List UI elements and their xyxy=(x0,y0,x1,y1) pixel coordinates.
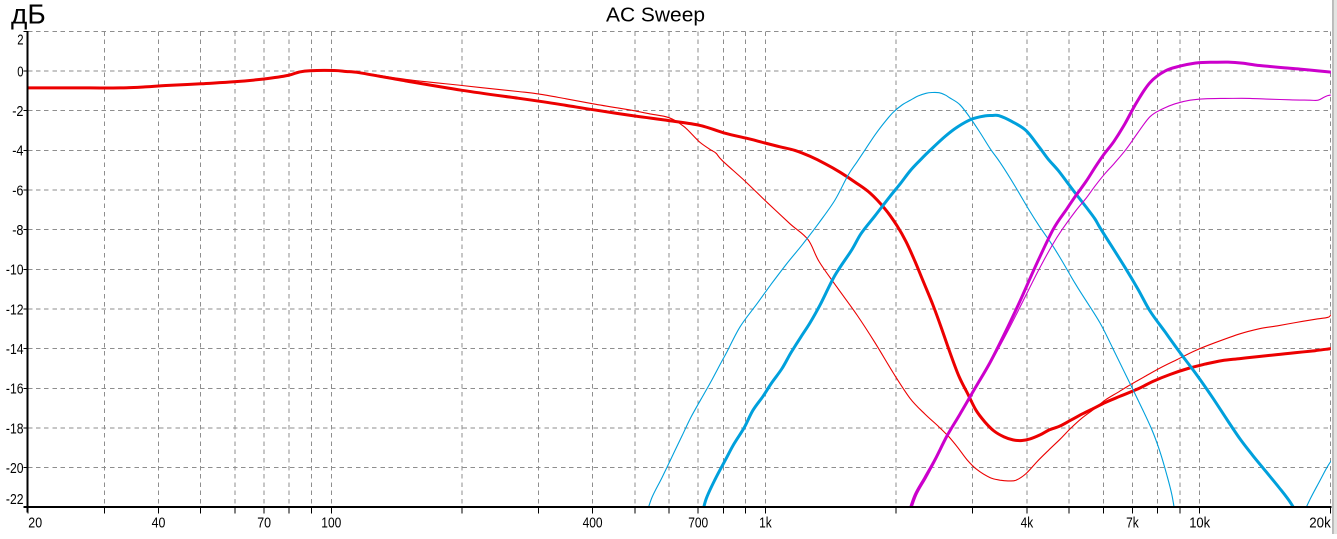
svg-text:-4: -4 xyxy=(12,144,23,160)
svg-text:4k: 4k xyxy=(1021,515,1034,531)
svg-text:0: 0 xyxy=(17,64,23,80)
svg-text:-8: -8 xyxy=(12,223,23,239)
svg-text:-20: -20 xyxy=(6,461,24,477)
svg-text:400: 400 xyxy=(583,515,603,531)
svg-text:-18: -18 xyxy=(6,421,24,437)
svg-text:70: 70 xyxy=(257,515,271,531)
svg-text:40: 40 xyxy=(152,515,166,531)
svg-text:700: 700 xyxy=(688,515,708,531)
svg-text:7k: 7k xyxy=(1126,515,1139,531)
svg-text:100: 100 xyxy=(321,515,341,531)
svg-text:-14: -14 xyxy=(6,342,24,358)
svg-text:дБ: дБ xyxy=(11,0,46,30)
svg-text:-10: -10 xyxy=(6,263,24,279)
svg-text:10k: 10k xyxy=(1189,515,1211,531)
svg-text:-6: -6 xyxy=(12,183,23,199)
svg-text:-12: -12 xyxy=(6,302,24,318)
svg-text:-2: -2 xyxy=(12,104,23,120)
svg-text:2: 2 xyxy=(17,33,23,49)
svg-text:-22: -22 xyxy=(6,492,24,508)
svg-text:20: 20 xyxy=(28,515,42,531)
svg-text:1k: 1k xyxy=(759,515,772,531)
svg-text:-16: -16 xyxy=(6,382,24,398)
svg-text:20k: 20k xyxy=(1309,515,1331,531)
svg-text:AC Sweep: AC Sweep xyxy=(606,4,705,27)
